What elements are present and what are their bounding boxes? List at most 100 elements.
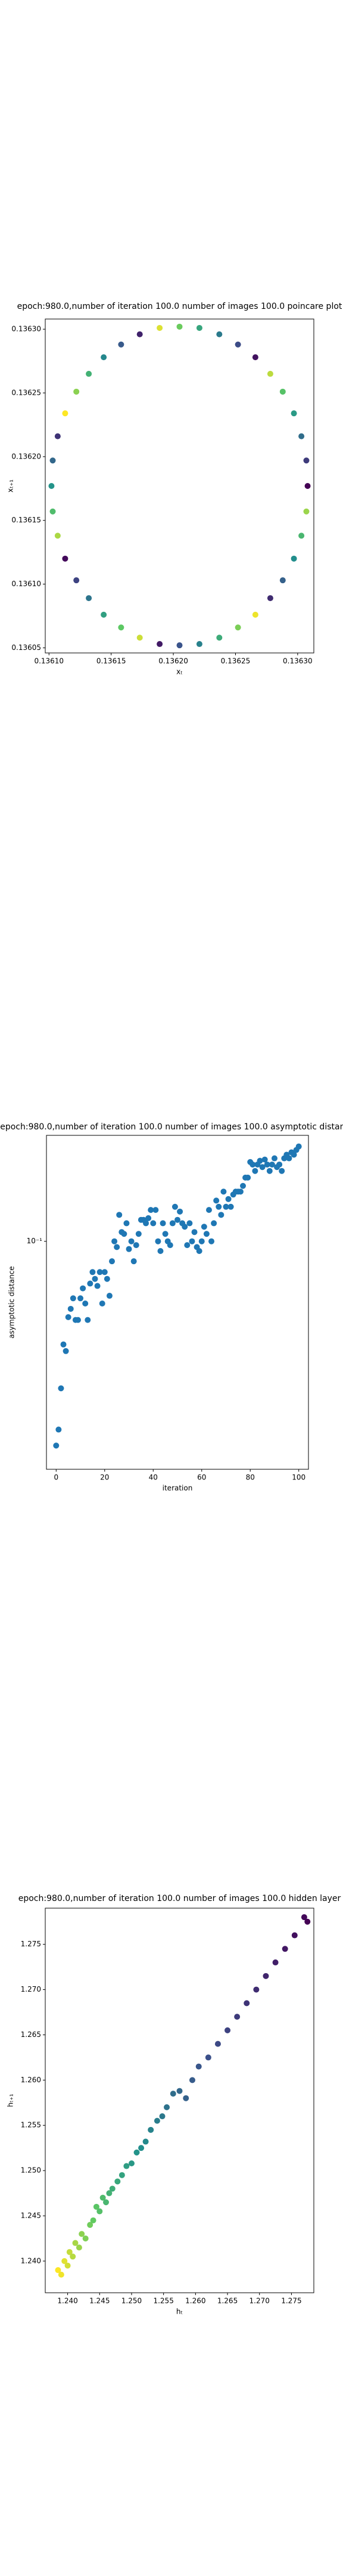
- point: [201, 1224, 207, 1230]
- y-tick-label: 10⁻¹: [27, 1237, 43, 1245]
- x-tick-label: 1.265: [217, 2297, 238, 2305]
- point: [70, 2253, 76, 2260]
- point: [123, 2163, 130, 2169]
- point: [73, 388, 80, 395]
- point: [196, 324, 202, 331]
- point: [264, 1161, 270, 1168]
- point: [157, 1247, 164, 1254]
- x-tick-label: 1.250: [121, 2297, 142, 2305]
- point: [104, 1275, 110, 1282]
- point: [304, 1918, 311, 1925]
- point: [303, 457, 310, 464]
- x-axis-label: iteration: [163, 1484, 193, 1493]
- y-tick-label: 0.13630: [11, 325, 41, 333]
- point: [49, 457, 56, 464]
- point: [96, 1269, 103, 1275]
- point: [224, 2027, 231, 2033]
- point: [291, 1932, 298, 1939]
- x-tick-label: 1.245: [89, 2297, 110, 2305]
- point: [114, 1244, 120, 1250]
- x-tick-label: 100: [292, 1473, 305, 1482]
- point: [82, 1301, 89, 1307]
- point: [86, 595, 92, 602]
- point: [143, 1220, 149, 1227]
- point: [58, 1385, 64, 1392]
- point: [189, 1238, 195, 1244]
- y-axis-label: xₜ₊₁: [7, 479, 15, 493]
- point: [133, 2149, 140, 2156]
- point: [101, 354, 107, 361]
- point: [159, 2113, 166, 2120]
- plot-frame: [46, 1135, 309, 1470]
- point: [130, 1258, 137, 1265]
- point: [295, 1143, 302, 1150]
- x-tick-label: 1.240: [57, 2297, 77, 2305]
- point: [167, 1242, 173, 1249]
- point: [211, 1220, 217, 1227]
- point: [225, 1196, 232, 1202]
- point: [196, 641, 202, 648]
- point: [64, 2262, 71, 2269]
- point: [126, 1246, 132, 1252]
- point: [184, 1242, 191, 1249]
- point: [58, 2271, 64, 2278]
- point: [235, 341, 241, 348]
- y-axis-label: asymptotic distance: [8, 1266, 16, 1338]
- point: [72, 2240, 79, 2246]
- point: [286, 1155, 292, 1162]
- point: [55, 1426, 62, 1433]
- point: [176, 2088, 183, 2094]
- point: [252, 611, 258, 618]
- point: [86, 370, 92, 377]
- point: [169, 1220, 176, 1227]
- x-tick-label: 0.13615: [96, 657, 126, 665]
- y-tick-label: 1.260: [21, 2076, 41, 2084]
- point: [160, 1220, 166, 1227]
- point: [263, 1973, 269, 1979]
- point: [220, 1188, 227, 1195]
- point: [150, 1220, 157, 1227]
- point: [135, 1231, 142, 1237]
- point: [87, 2222, 93, 2228]
- point: [267, 370, 273, 377]
- x-tick-label: 1.255: [153, 2297, 173, 2305]
- point: [49, 508, 56, 515]
- point: [99, 1301, 105, 1307]
- y-tick-label: 1.250: [21, 2166, 41, 2175]
- point: [157, 641, 163, 648]
- point: [109, 1258, 115, 1265]
- point: [176, 642, 183, 649]
- point: [205, 1207, 212, 1213]
- point: [106, 1293, 113, 1299]
- point: [154, 2117, 160, 2124]
- point: [157, 324, 163, 331]
- point: [54, 532, 61, 539]
- point: [257, 1157, 263, 1164]
- y-tick-label: 0.13625: [11, 388, 41, 397]
- point: [272, 1959, 279, 1966]
- point: [80, 1285, 86, 1292]
- point: [63, 1348, 69, 1354]
- point: [90, 2217, 96, 2224]
- x-tick-label: 80: [246, 1473, 255, 1482]
- point: [89, 1269, 96, 1275]
- point: [196, 1247, 202, 1254]
- point: [73, 577, 80, 584]
- plot-frame: [45, 1908, 314, 2293]
- point: [128, 1238, 135, 1244]
- point: [136, 331, 143, 338]
- point: [118, 341, 124, 348]
- point: [119, 2172, 125, 2178]
- point: [279, 1168, 285, 1174]
- point: [183, 2095, 189, 2101]
- point: [172, 1203, 178, 1210]
- point: [96, 2208, 103, 2215]
- y-tick-label: 1.245: [21, 2212, 41, 2220]
- point: [85, 1317, 91, 1323]
- x-tick-label: 0.13610: [34, 657, 64, 665]
- point: [235, 624, 241, 631]
- point: [195, 2063, 202, 2070]
- x-tick-label: 20: [100, 1473, 109, 1482]
- y-tick-label: 0.13620: [11, 452, 41, 460]
